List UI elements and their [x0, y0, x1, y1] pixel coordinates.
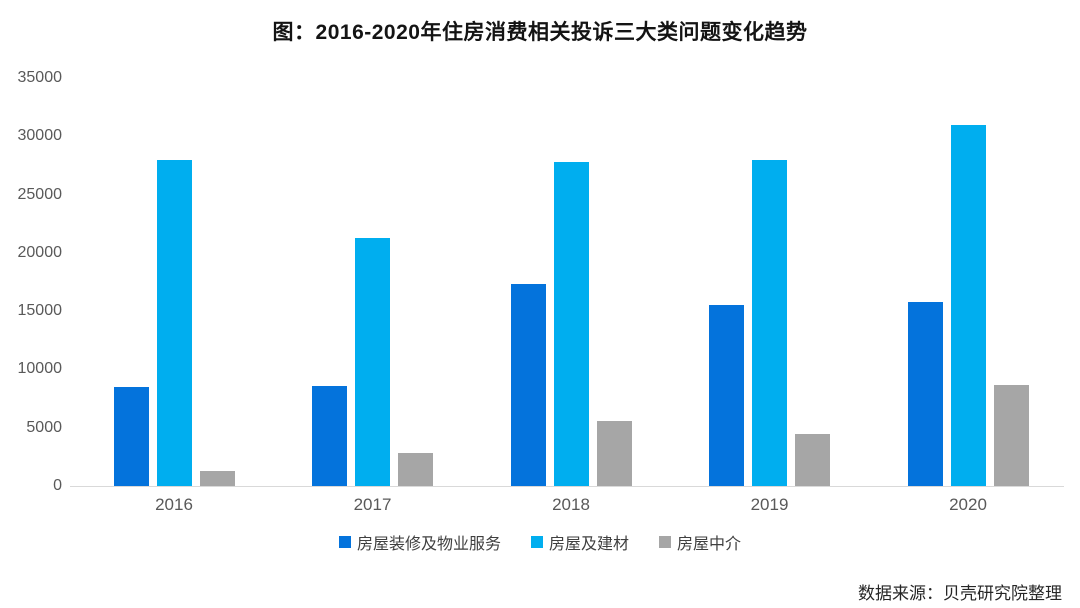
- legend-swatch-icon: [530, 536, 543, 548]
- x-tick-label: 2016: [155, 495, 193, 514]
- bar-series2-2017: [355, 238, 390, 486]
- bar-series1-2016: [113, 387, 149, 486]
- y-tick-label: 5000: [26, 418, 62, 436]
- legend-label: 房屋中介: [677, 536, 742, 553]
- bar-group-2018: [510, 78, 632, 486]
- y-tick-label: 20000: [17, 243, 63, 261]
- bar-series2-2016: [156, 160, 192, 486]
- x-axis-line: [70, 486, 1064, 487]
- legend-item-3: 房屋中介: [659, 530, 741, 554]
- bar-series1-2019: [709, 305, 744, 486]
- bar-series1-2020: [907, 302, 943, 486]
- x-tick-label: 2018: [552, 495, 590, 514]
- legend-item-2: 房屋及建材: [530, 530, 629, 554]
- bar-group-2016: [113, 78, 235, 486]
- y-tick-label: 10000: [17, 360, 63, 378]
- y-tick-label: 30000: [17, 127, 63, 145]
- bar-group-2019: [709, 78, 830, 486]
- bar-group-2017: [312, 78, 433, 486]
- legend-item-1: 房屋装修及物业服务: [338, 530, 501, 554]
- x-tick-label: 2017: [353, 495, 392, 514]
- chart-title: 图：2016-2020年住房消费相关投诉三大类问题变化趋势: [272, 21, 808, 44]
- data-source: 数据来源：贝壳研究院整理: [858, 584, 1062, 603]
- bar-series1-2018: [510, 284, 546, 486]
- legend: 房屋装修及物业服务 房屋及建材 房屋中介: [0, 530, 1080, 554]
- bar-series2-2019: [752, 160, 787, 486]
- bar-series3-2019: [795, 434, 830, 486]
- bar-series2-2020: [950, 125, 986, 486]
- y-tick-label: 25000: [17, 185, 63, 203]
- legend-label: 房屋及建材: [548, 536, 629, 553]
- bar-series3-2017: [398, 453, 433, 486]
- bar-group-2020: [907, 78, 1029, 486]
- legend-swatch-icon: [659, 536, 671, 548]
- bar-series1-2017: [312, 386, 347, 486]
- x-tick-label: 2019: [750, 495, 789, 514]
- bar-series3-2020: [993, 385, 1029, 486]
- y-tick-label: 15000: [17, 302, 63, 320]
- x-tick-label: 2020: [949, 495, 987, 514]
- legend-label: 房屋装修及物业服务: [356, 536, 501, 553]
- bar-series2-2018: [553, 162, 589, 486]
- bar-series3-2016: [199, 471, 235, 486]
- legend-swatch-icon: [338, 536, 351, 548]
- bar-series3-2018: [596, 421, 632, 486]
- y-tick-label: 0: [53, 477, 62, 494]
- y-tick-label: 35000: [17, 69, 63, 86]
